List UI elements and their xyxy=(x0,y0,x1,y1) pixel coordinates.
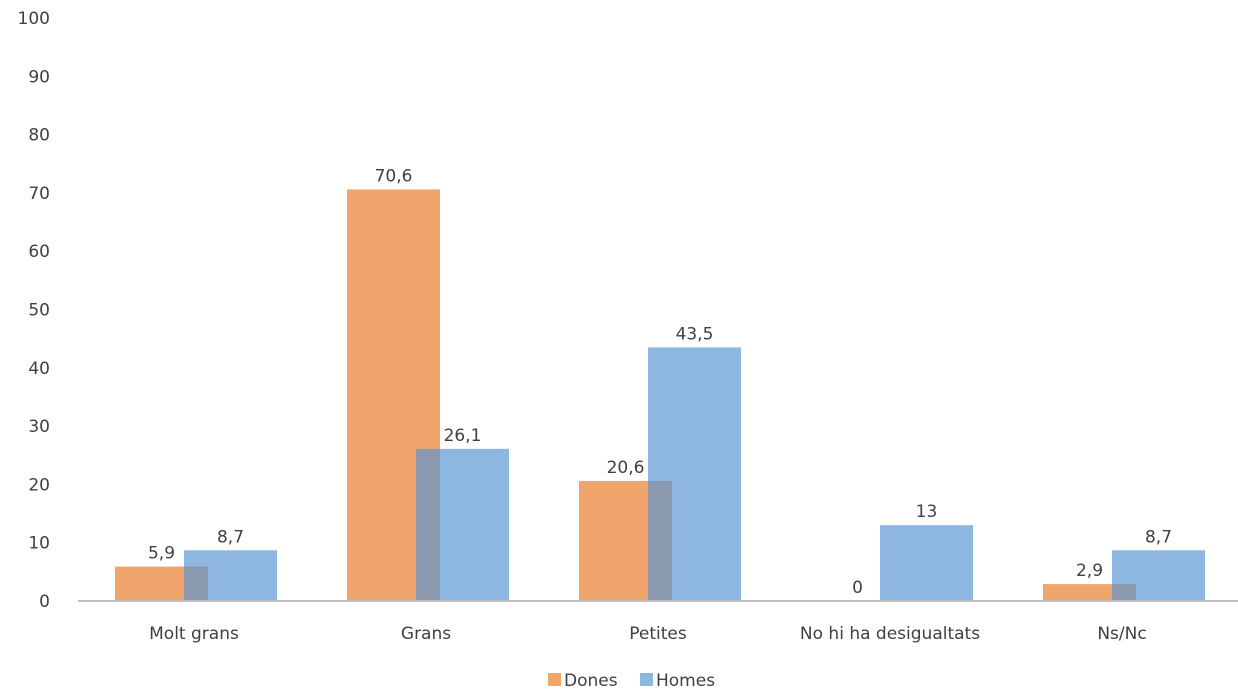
category-label: Molt grans xyxy=(149,624,239,644)
y-tick-label: 10 xyxy=(28,534,50,554)
data-labels: 5,9 8,7 70,6 26,1 20,6 43,5 0 13 2,9 8,7 xyxy=(148,166,1172,598)
data-label-homes: 13 xyxy=(916,502,938,522)
data-label-dones: 70,6 xyxy=(375,166,413,186)
y-tick-label: 20 xyxy=(28,475,50,495)
y-tick-label: 60 xyxy=(28,242,50,262)
bar-overlap xyxy=(184,566,208,601)
y-tick-label: 70 xyxy=(28,184,50,204)
y-tick-label: 100 xyxy=(18,9,50,29)
data-label-homes: 8,7 xyxy=(217,527,244,547)
legend-label-dones: Dones xyxy=(564,671,618,691)
data-label-homes: 8,7 xyxy=(1145,527,1172,547)
bar-overlap xyxy=(416,448,440,601)
y-tick-label: 90 xyxy=(28,67,50,87)
data-label-dones: 2,9 xyxy=(1076,561,1103,581)
bar-homes xyxy=(880,525,973,601)
data-label-dones: 5,9 xyxy=(148,544,175,564)
category-label: Petites xyxy=(629,624,687,644)
category-label: Grans xyxy=(401,624,451,644)
data-label-homes: 43,5 xyxy=(676,324,714,344)
legend-label-homes: Homes xyxy=(656,671,715,691)
y-tick-label: 50 xyxy=(28,301,50,321)
y-tick-label: 0 xyxy=(39,592,50,612)
y-axis: 0 10 20 30 40 50 60 70 80 90 100 xyxy=(18,9,50,612)
bar-overlap xyxy=(648,480,672,601)
bars xyxy=(115,189,1205,602)
category-label: No hi ha desigualtats xyxy=(800,624,980,644)
legend: Dones Homes xyxy=(548,671,715,691)
bar-overlap xyxy=(1112,584,1136,601)
legend-swatch-homes xyxy=(640,673,653,686)
y-tick-label: 30 xyxy=(28,417,50,437)
data-label-dones: 0 xyxy=(852,578,863,598)
legend-swatch-dones xyxy=(548,673,561,686)
category-label: Ns/Nc xyxy=(1097,624,1146,644)
y-tick-label: 80 xyxy=(28,126,50,146)
y-tick-label: 40 xyxy=(28,359,50,379)
data-label-homes: 26,1 xyxy=(444,426,482,446)
category-labels: Molt grans Grans Petites No hi ha desigualt… xyxy=(149,624,1147,644)
data-label-dones: 20,6 xyxy=(607,458,645,478)
overlaps xyxy=(184,448,1136,601)
